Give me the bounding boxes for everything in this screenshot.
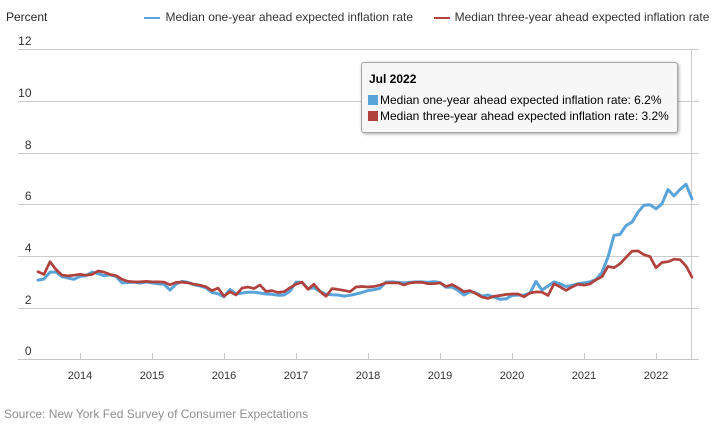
svg-text:4: 4 bbox=[25, 241, 32, 255]
svg-text:2014: 2014 bbox=[68, 370, 92, 382]
svg-text:8: 8 bbox=[25, 138, 32, 152]
svg-text:2015: 2015 bbox=[140, 370, 164, 382]
svg-text:2019: 2019 bbox=[428, 370, 452, 382]
svg-text:0: 0 bbox=[25, 344, 32, 358]
svg-text:2018: 2018 bbox=[356, 370, 380, 382]
svg-text:12: 12 bbox=[18, 34, 32, 48]
svg-text:2021: 2021 bbox=[572, 370, 596, 382]
svg-text:2020: 2020 bbox=[500, 370, 524, 382]
svg-text:2016: 2016 bbox=[212, 370, 236, 382]
svg-text:10: 10 bbox=[18, 86, 32, 100]
svg-text:6: 6 bbox=[25, 189, 32, 203]
svg-text:2: 2 bbox=[25, 293, 32, 307]
svg-text:2017: 2017 bbox=[284, 370, 308, 382]
svg-text:2022: 2022 bbox=[644, 370, 668, 382]
